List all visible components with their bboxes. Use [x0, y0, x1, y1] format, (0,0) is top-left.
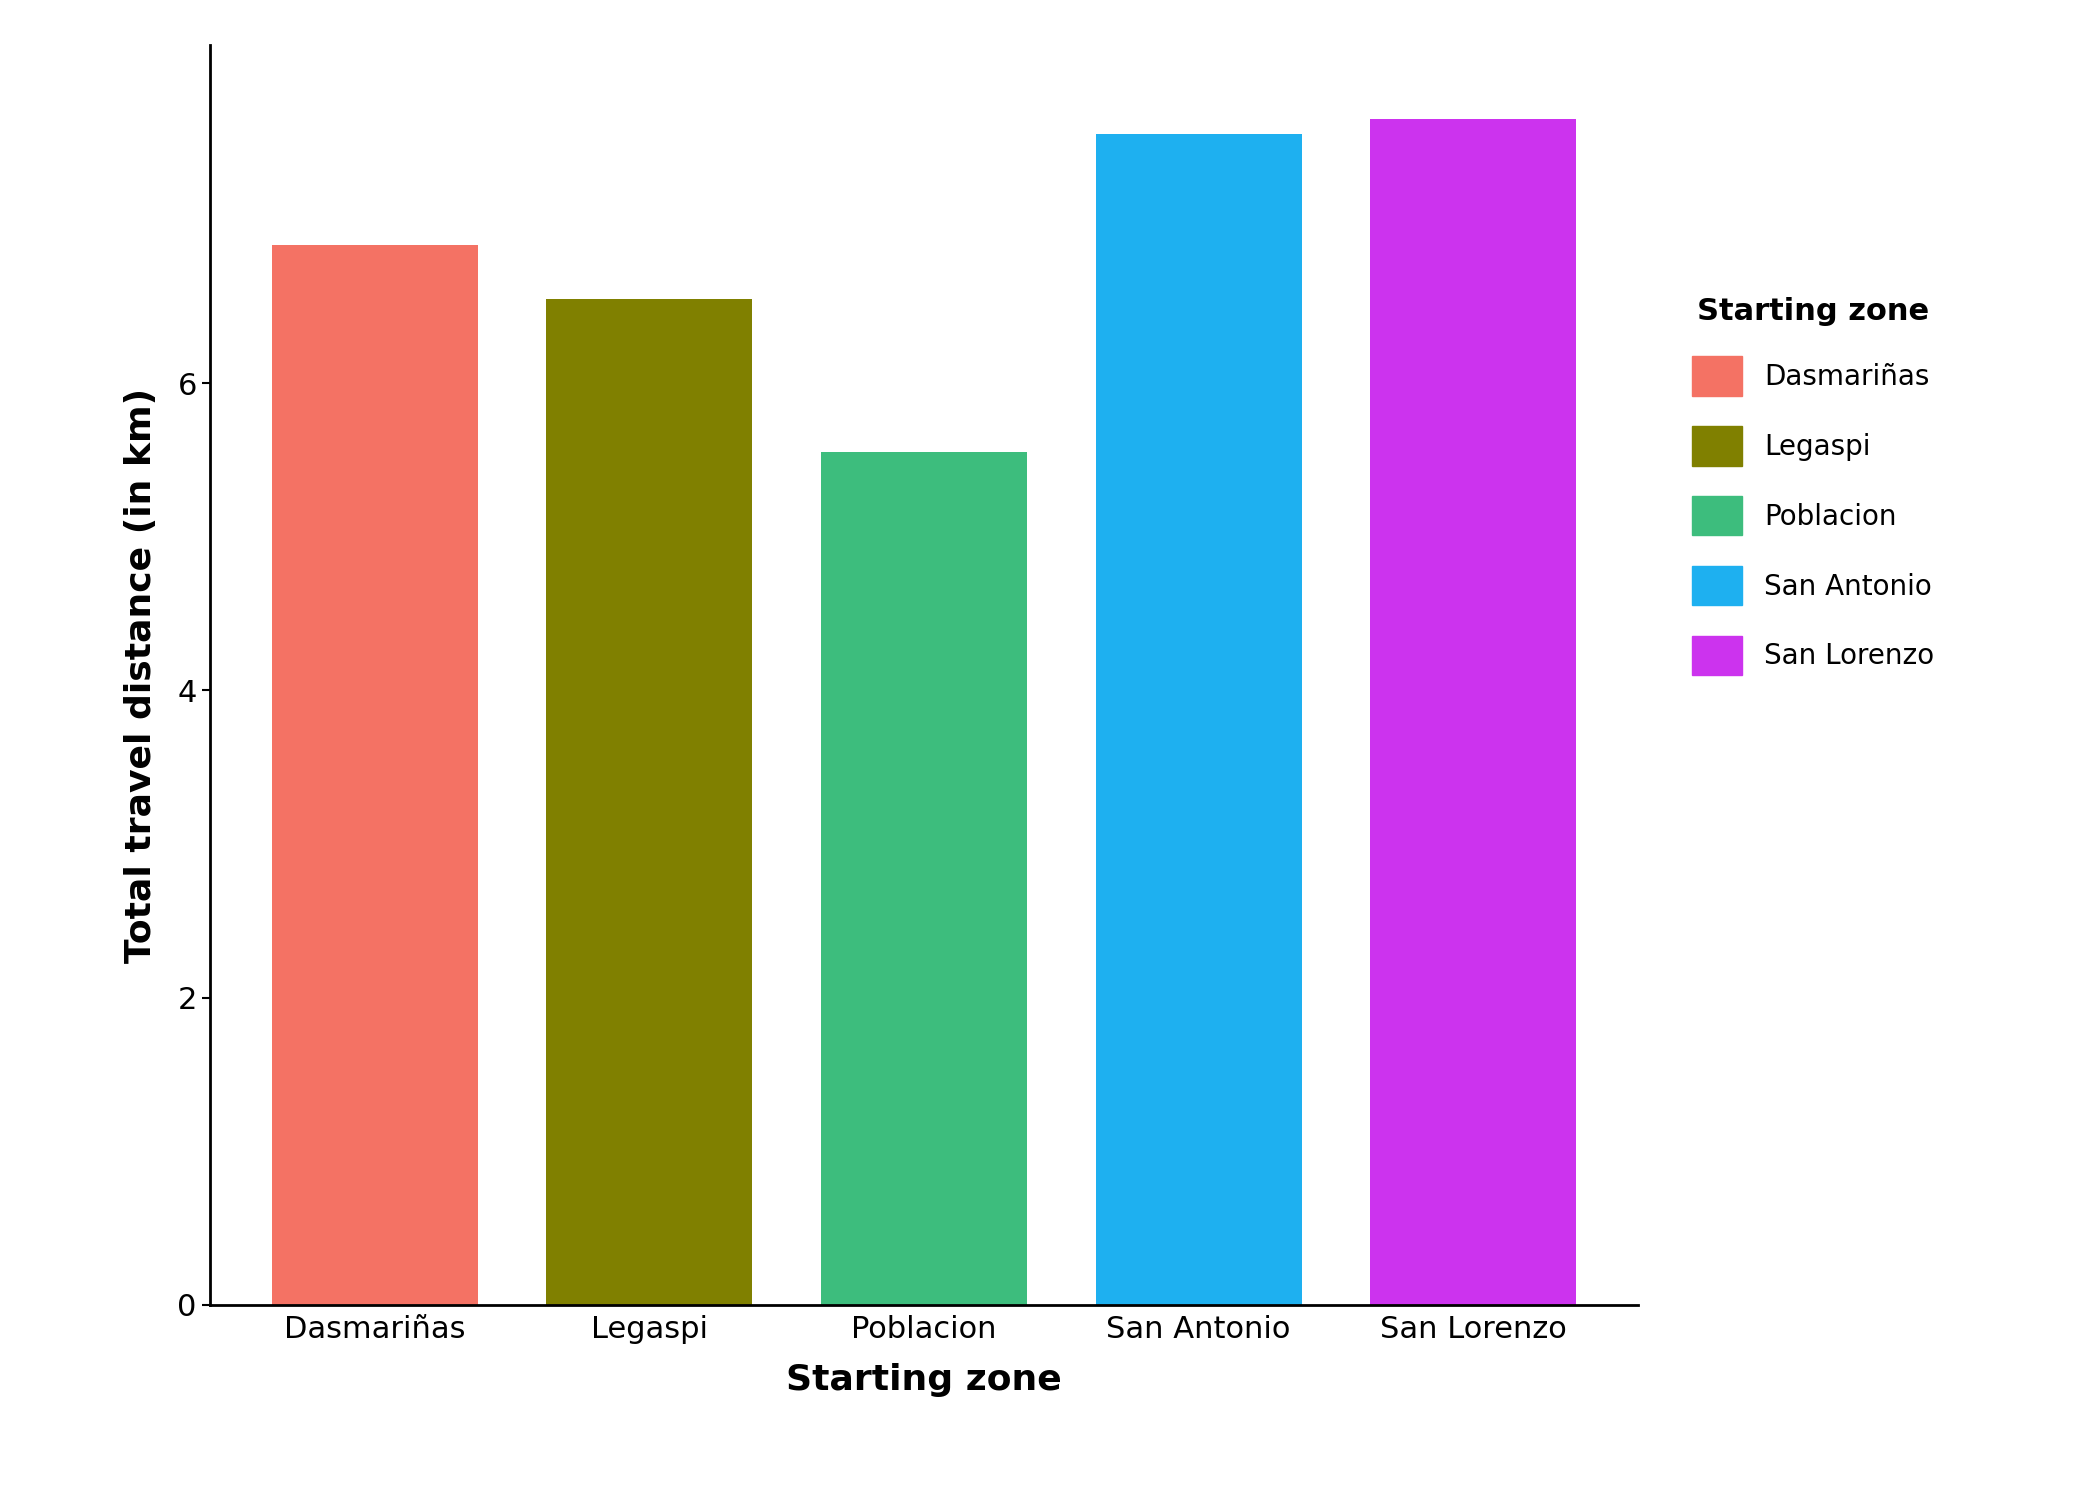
Bar: [1371, 118, 1577, 1305]
X-axis label: Starting zone: Starting zone: [785, 1364, 1063, 1396]
Legend: Dasmariñas, Legaspi, Poblacion, San Antonio, San Lorenzo: Dasmariñas, Legaspi, Poblacion, San Anto…: [1680, 285, 1945, 686]
Bar: [546, 298, 752, 1305]
Bar: [271, 244, 479, 1305]
Y-axis label: Total travel distance (in km): Total travel distance (in km): [124, 387, 158, 963]
Bar: [1096, 134, 1302, 1305]
Bar: [821, 452, 1027, 1305]
